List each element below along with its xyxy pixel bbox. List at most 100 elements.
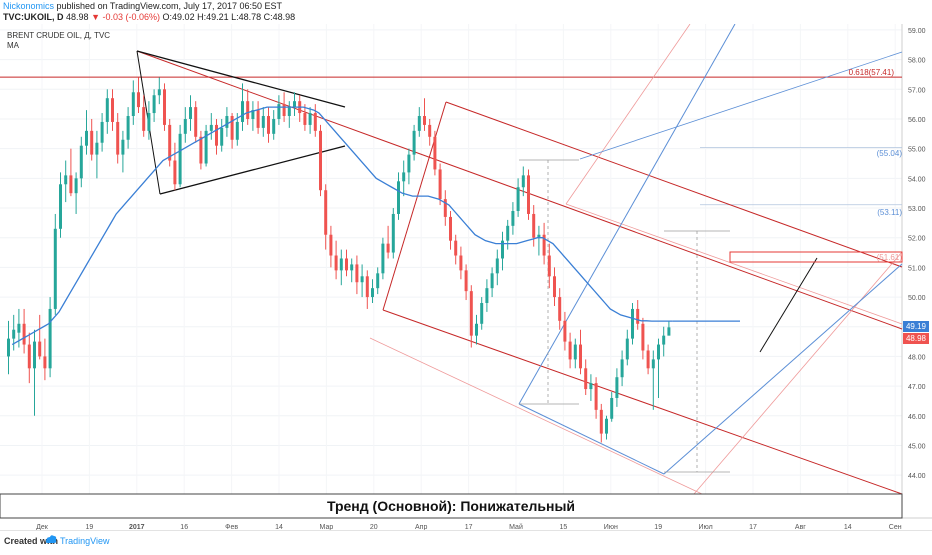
candle-body xyxy=(308,113,312,125)
time-tick-label: 16 xyxy=(180,524,188,531)
candle-body xyxy=(313,113,317,131)
candle-body xyxy=(105,98,109,122)
red-outer-up[interactable] xyxy=(565,23,691,205)
candle-body xyxy=(53,228,57,309)
candle-body xyxy=(7,338,10,357)
candle-body xyxy=(85,130,88,146)
instrument-label: BRENT CRUDE OIL, Д, TVC xyxy=(7,31,110,40)
candle-body xyxy=(199,136,203,164)
time-tick-label: Июл xyxy=(698,524,712,531)
footer: Created with TradingView xyxy=(0,530,932,551)
candle-body xyxy=(511,210,515,226)
forecast-arrow[interactable] xyxy=(759,257,818,353)
candle-body xyxy=(126,116,130,140)
triangle-lower-line[interactable] xyxy=(159,145,346,195)
candle-body xyxy=(407,154,411,173)
price-tick-label: 59.00 xyxy=(908,28,926,35)
target-zone-box[interactable] xyxy=(729,251,903,263)
candle-body xyxy=(579,344,582,369)
candle-body xyxy=(620,359,624,378)
candle-body xyxy=(256,110,260,128)
time-tick-label: Дек xyxy=(36,524,49,531)
created-with-label: Created with xyxy=(4,536,59,546)
fib-label-5504: (55.04) xyxy=(877,149,903,158)
candle-body xyxy=(553,276,556,298)
candle-body xyxy=(22,323,26,345)
candle-body xyxy=(469,291,473,336)
chart-frame[interactable]: 59.00 58.00 57.00 56.00 55.00 54.00 53.00 52.00… xyxy=(0,23,932,550)
price-chart[interactable]: 59.00 58.00 57.00 56.00 55.00 54.00 53.00 52.00… xyxy=(0,23,932,550)
candle-body xyxy=(475,323,478,336)
red-channel-top[interactable] xyxy=(445,101,903,268)
indicator-label[interactable]: MA xyxy=(7,41,20,50)
blue-channel-top[interactable] xyxy=(518,23,736,405)
candle-body xyxy=(360,276,364,283)
candle-body xyxy=(589,383,593,390)
drawings[interactable] xyxy=(0,23,903,495)
candle-body xyxy=(501,240,504,259)
candle-body xyxy=(287,107,291,117)
fib-label-0618: 0.618(57.41) xyxy=(849,68,895,77)
candle-body xyxy=(339,258,343,271)
ma-price-tag xyxy=(903,321,929,332)
price-tick-label: 50.00 xyxy=(908,295,926,302)
red-channel-outer-top[interactable] xyxy=(565,203,903,325)
price-tick-label: 46.00 xyxy=(908,414,926,421)
candle-body xyxy=(147,113,151,131)
last-price-tag xyxy=(903,333,929,344)
trend-annotation-box[interactable] xyxy=(0,493,903,519)
time-tick-label: Май xyxy=(509,523,523,531)
candle-body xyxy=(459,255,463,271)
candle-body xyxy=(386,243,390,253)
candle-body xyxy=(79,145,83,179)
publisher-name[interactable]: Nickonomics xyxy=(3,1,55,11)
candle-body xyxy=(449,216,452,241)
candle-body xyxy=(168,124,172,161)
price-tick-label: 55.00 xyxy=(908,147,926,154)
blue-handle[interactable] xyxy=(518,403,665,475)
time-tick-label: Авг xyxy=(795,524,806,531)
red-channel-handle[interactable] xyxy=(382,101,447,311)
candle-body xyxy=(64,175,68,185)
candle-body xyxy=(558,297,562,321)
tradingview-logo-icon[interactable] xyxy=(44,534,58,548)
candle-body xyxy=(152,95,156,114)
candle-body xyxy=(272,118,276,134)
candle-body xyxy=(230,116,234,140)
candle-body xyxy=(438,169,442,200)
candle-body xyxy=(641,323,645,351)
candle-body xyxy=(74,178,78,194)
price-axis[interactable]: 59.00 58.00 57.00 56.00 55.00 54.00 53.00 52.00… xyxy=(901,24,926,518)
triangle-upper-line[interactable] xyxy=(136,50,346,108)
candle-body xyxy=(542,234,546,256)
tradingview-brand[interactable]: TradingView xyxy=(60,536,110,546)
candle-body xyxy=(402,172,406,182)
price-tick-label: 53.00 xyxy=(908,206,926,213)
candle-body xyxy=(95,142,99,155)
price-tick-label: 54.00 xyxy=(908,176,926,183)
candle-body xyxy=(412,130,416,155)
candle-body xyxy=(116,121,120,155)
candle-body xyxy=(246,101,250,119)
candle-body xyxy=(178,133,182,185)
candle-body xyxy=(225,116,229,128)
red-channel-bottom[interactable] xyxy=(382,309,903,495)
last-price-tag-text: 48.98 xyxy=(906,334,927,343)
candle-body xyxy=(646,350,650,369)
candle-body xyxy=(111,98,114,122)
candle-body xyxy=(532,213,536,238)
candle-body xyxy=(594,383,598,410)
blue-channel-bottom[interactable] xyxy=(663,263,903,475)
red-channel-outer-right[interactable] xyxy=(693,251,903,495)
time-tick-label: Июн xyxy=(604,524,618,531)
blue-outer-line[interactable] xyxy=(579,51,903,160)
candle-body xyxy=(38,341,42,357)
candle-body xyxy=(527,175,530,214)
candle-body xyxy=(355,264,359,283)
candle-body xyxy=(537,234,541,238)
red-channel-outer-bottom[interactable] xyxy=(369,337,703,495)
price-tick-label: 47.00 xyxy=(908,384,926,391)
time-tick-label: 2017 xyxy=(129,524,145,531)
candle-body xyxy=(521,175,525,188)
price-tick-label: 51.00 xyxy=(908,265,926,272)
